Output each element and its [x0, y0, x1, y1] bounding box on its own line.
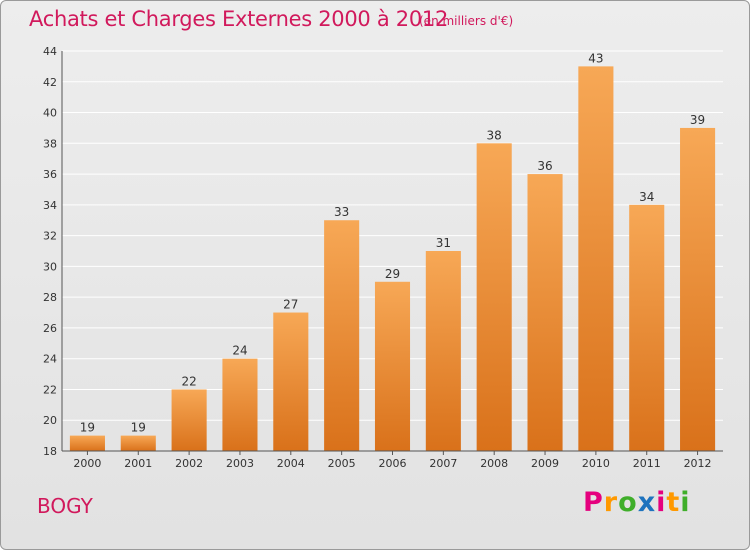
logo-letter: o	[618, 487, 638, 518]
bar	[527, 174, 563, 452]
bar	[222, 358, 258, 451]
bar-value-label: 33	[334, 205, 349, 219]
x-tick-label: 2003	[226, 457, 254, 470]
bar	[120, 435, 156, 451]
y-tick-label: 32	[43, 230, 57, 243]
x-tick-label: 2005	[328, 457, 356, 470]
bar-value-label: 19	[131, 421, 146, 435]
bar	[425, 251, 461, 451]
proxiti-logo[interactable]: Proxiti	[583, 487, 691, 518]
bar	[273, 312, 309, 451]
y-tick-label: 36	[43, 168, 57, 181]
logo-letter: P	[583, 487, 604, 518]
bar-value-label: 29	[385, 267, 400, 281]
y-tick-label: 20	[43, 414, 57, 427]
x-tick-label: 2006	[379, 457, 407, 470]
chart-subtitle: (en milliers d'€)	[419, 14, 514, 28]
bar	[578, 66, 614, 451]
x-tick-label: 2011	[633, 457, 661, 470]
bar-value-label: 24	[232, 344, 247, 358]
bar	[324, 220, 360, 451]
bar-value-label: 31	[436, 236, 451, 250]
bar	[476, 143, 512, 452]
y-tick-label: 24	[43, 353, 57, 366]
x-tick-label: 2001	[124, 457, 152, 470]
x-tick-label: 2008	[480, 457, 508, 470]
bar	[374, 281, 411, 451]
logo-letter: r	[603, 487, 619, 518]
y-tick-label: 38	[43, 137, 57, 150]
bar-value-label: 22	[181, 374, 196, 388]
logo-letter: t	[666, 487, 681, 518]
x-tick-label: 2000	[73, 457, 101, 470]
logo-letter: i	[680, 487, 691, 518]
x-tick-label: 2007	[429, 457, 457, 470]
y-tick-label: 34	[43, 199, 57, 212]
bar	[629, 204, 665, 451]
y-tick-label: 40	[43, 107, 57, 120]
bar-value-label: 43	[588, 51, 603, 65]
x-tick-label: 2002	[175, 457, 203, 470]
y-tick-label: 42	[43, 76, 57, 89]
logo-letter: i	[656, 487, 667, 518]
y-tick-label: 22	[43, 383, 57, 396]
y-tick-label: 28	[43, 291, 57, 304]
bar-value-label: 27	[283, 298, 298, 312]
y-tick-label: 26	[43, 322, 57, 335]
chart-title: Achats et Charges Externes 2000 à 2012	[29, 7, 449, 31]
bar	[680, 127, 716, 451]
x-tick-label: 2004	[277, 457, 305, 470]
bar	[171, 389, 207, 451]
bar-value-label: 19	[80, 421, 95, 435]
bar-value-label: 36	[537, 159, 552, 173]
bar-value-label: 38	[487, 128, 502, 142]
x-tick-label: 2010	[582, 457, 610, 470]
bar-value-label: 34	[639, 190, 654, 204]
commune-name: BOGY	[37, 494, 93, 518]
x-tick-label: 2009	[531, 457, 559, 470]
y-tick-label: 44	[43, 45, 57, 58]
y-tick-label: 30	[43, 260, 57, 273]
x-tick-label: 2012	[684, 457, 712, 470]
logo-letter: x	[637, 487, 657, 518]
bar-value-label: 39	[690, 113, 705, 127]
bar	[69, 435, 105, 451]
y-tick-label: 18	[43, 445, 57, 458]
